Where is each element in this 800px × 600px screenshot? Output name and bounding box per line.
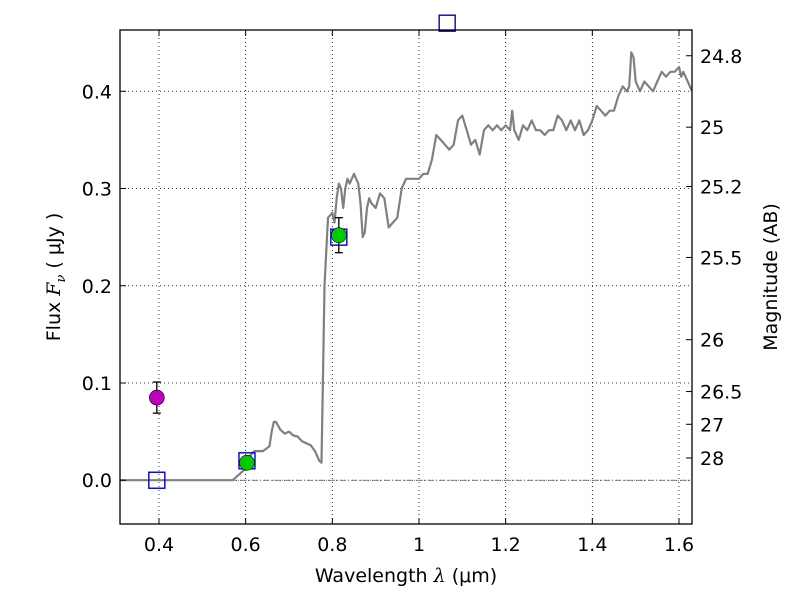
plot-background (120, 30, 692, 524)
x-axis-title: Wavelength λ (μm) (315, 565, 497, 587)
y-axis-title: Flux Fν ( μJy ) (43, 213, 69, 342)
y-tick-label: 0.4 (82, 81, 112, 103)
mag-tick-label: 25 (700, 117, 724, 139)
plot-frame (119, 29, 693, 525)
spectrum-line (120, 51, 692, 482)
data-points (148, 14, 456, 489)
detection-point (239, 454, 255, 471)
axis-ticks: 0.4 0.6 0.8 1 1.2 1.4 1.6 0.0 0.1 0.2 0.3 0.4 24.8 25… (82, 30, 742, 556)
model-square-marker (148, 471, 166, 489)
mag-tick-label: 24.8 (700, 46, 742, 68)
mag-tick-label: 28 (700, 448, 724, 470)
y2-axis-title: Magnitude (AB) (760, 203, 782, 351)
mag-tick-label: 26 (700, 330, 724, 352)
x-tick-label: 1.2 (491, 534, 521, 556)
x-tick-label: 1 (413, 534, 425, 556)
x-tick-label: 0.8 (317, 534, 347, 556)
detection-point (331, 227, 347, 243)
plot-data (120, 51, 692, 482)
mag-tick-label: 25.2 (700, 177, 742, 199)
model-square-marker (438, 14, 456, 32)
mag-tick-label: 25.5 (700, 247, 742, 269)
y-tick-label: 0.1 (82, 373, 112, 395)
x-tick-label: 0.6 (231, 534, 261, 556)
mag-tick-label: 27 (700, 414, 724, 436)
y-tick-label: 0.2 (82, 276, 112, 298)
dropout-point (149, 389, 165, 406)
x-tick-label: 1.6 (664, 534, 694, 556)
mag-tick-label: 26.5 (700, 382, 742, 404)
y-tick-label: 0.0 (82, 470, 112, 492)
y-tick-label: 0.3 (82, 179, 112, 201)
x-tick-label: 0.4 (144, 534, 174, 556)
x-tick-label: 1.4 (577, 534, 607, 556)
